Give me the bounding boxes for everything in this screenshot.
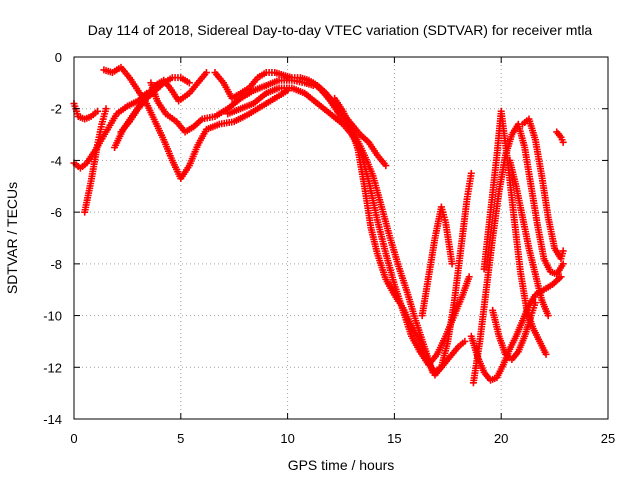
x-tick-label: 15 (387, 431, 401, 446)
series-arc-4 (100, 63, 292, 183)
x-axis-label: GPS time / hours (288, 457, 395, 473)
y-tick-label: -4 (50, 153, 62, 168)
data-point (531, 299, 539, 307)
y-tick-label: -10 (43, 309, 62, 324)
y-tick-label: -6 (50, 205, 62, 220)
series-arc-3 (81, 105, 110, 216)
data-point (93, 107, 101, 115)
plot-border (73, 56, 609, 420)
data-point (102, 105, 110, 113)
series-arc-6 (117, 74, 193, 136)
series-arc-14 (469, 120, 567, 387)
series-arc-19 (553, 128, 567, 146)
series-arc-15 (480, 107, 550, 358)
series-arc-17 (519, 115, 567, 263)
data-point (202, 69, 210, 77)
data-point (559, 138, 567, 146)
data-point (559, 260, 567, 268)
data-point (185, 79, 193, 87)
series-arc-11 (331, 94, 475, 379)
series-arc-1 (70, 100, 101, 123)
data-point (448, 260, 456, 268)
y-tick-label: 0 (55, 50, 62, 65)
series-arc-2 (70, 89, 151, 172)
data-point (544, 312, 552, 320)
x-tick-label: 20 (494, 431, 508, 446)
x-tick-label: 5 (177, 431, 184, 446)
data-point (382, 162, 390, 170)
data-point (559, 247, 567, 255)
y-tick-label: -2 (50, 102, 62, 117)
x-tick-label: 0 (70, 431, 77, 446)
y-tick-label: -12 (43, 360, 62, 375)
data-point (461, 337, 469, 345)
data-point (467, 169, 475, 177)
data-points (70, 63, 567, 387)
y-tick-label: -14 (43, 412, 62, 427)
ticks: 0 5 10 15 20 25 0 -2 -4 -6 -8 -10 -12 -14 (43, 50, 615, 446)
data-point (542, 350, 550, 358)
x-tick-label: 25 (601, 431, 615, 446)
chart-title: Day 114 of 2018, Sidereal Day-to-day VTE… (88, 22, 593, 38)
series-arc-16 (489, 299, 539, 364)
y-tick-label: -8 (50, 257, 62, 272)
data-point (465, 273, 473, 281)
data-point (557, 273, 565, 281)
x-tick-label: 10 (280, 431, 294, 446)
series-arc-12 (418, 203, 456, 320)
y-axis-label: SDTVAR / TECUs (4, 182, 20, 294)
series-arc-18 (506, 156, 552, 320)
